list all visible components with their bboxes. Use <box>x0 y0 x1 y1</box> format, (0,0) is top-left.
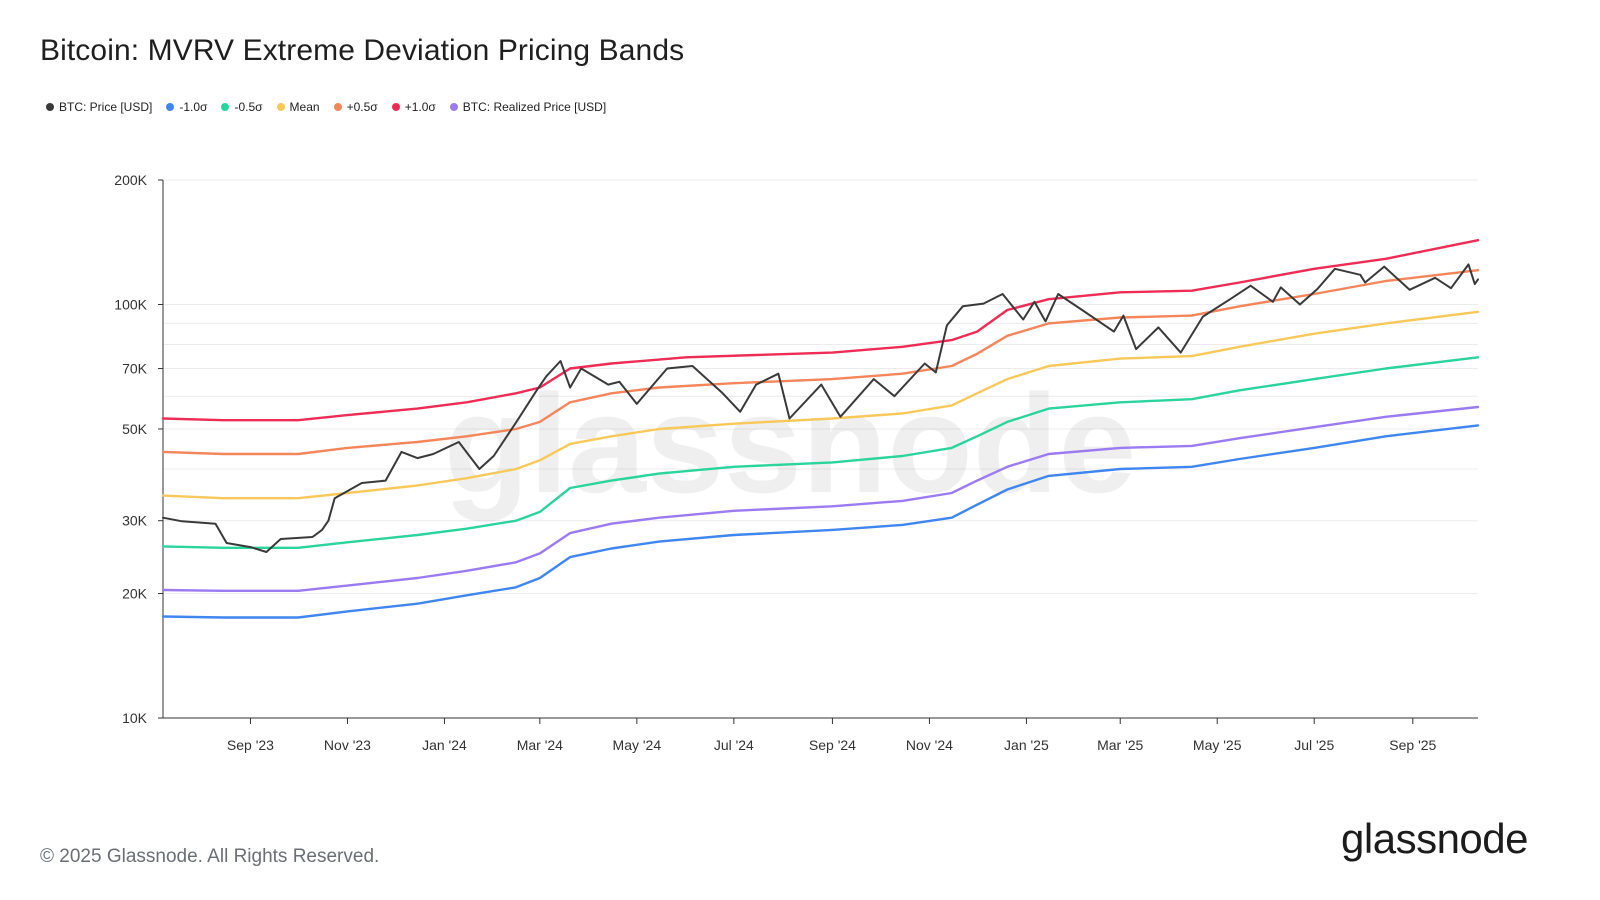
copyright-footer: © 2025 Glassnode. All Rights Reserved. <box>40 846 380 867</box>
glassnode-logo[interactable]: glassnode <box>1341 815 1528 862</box>
y-tick-label: 200K <box>114 172 147 188</box>
x-tick-label: Jul '25 <box>1294 737 1334 753</box>
legend-label-mean: Mean <box>289 100 320 114</box>
series-line-btc-price-usd[interactable] <box>162 263 1479 553</box>
legend: BTC: Price [USD] -1.0σ -0.5σ Mean +0.5σ … <box>46 100 606 114</box>
series-line-1-0[interactable] <box>161 238 1480 422</box>
x-tick-label: Sep '23 <box>227 737 274 753</box>
x-tick-label: Sep '25 <box>1389 737 1436 753</box>
legend-label-price: BTC: Price [USD] <box>59 100 153 114</box>
legend-dot-plus-1-sigma <box>391 103 400 111</box>
legend-label-plus-1-sigma: +1.0σ <box>404 100 436 114</box>
legend-label-minus-0-5-sigma: -0.5σ <box>234 100 263 114</box>
legend-item-minus-1-sigma[interactable]: -1.0σ <box>166 100 207 114</box>
x-tick-label: May '25 <box>1193 737 1242 753</box>
x-tick-label: Sep '24 <box>809 737 856 753</box>
legend-item-plus-0-5-sigma[interactable]: +0.5σ <box>333 100 378 114</box>
legend-item-plus-1-sigma[interactable]: +1.0σ <box>391 100 436 114</box>
series-line-1-0[interactable] <box>161 424 1480 619</box>
x-tick-label: Jan '25 <box>1004 737 1049 753</box>
series-lines <box>161 238 1480 619</box>
legend-dot-plus-0-5-sigma <box>333 103 342 111</box>
series-line-mean[interactable] <box>161 310 1480 500</box>
glassnode-watermark: glassnode <box>444 365 1136 522</box>
y-tick-label: 10K <box>122 710 148 726</box>
legend-item-realized-price[interactable]: BTC: Realized Price [USD] <box>449 100 607 114</box>
y-tick-label: 20K <box>122 586 148 602</box>
legend-label-plus-0-5-sigma: +0.5σ <box>346 100 378 114</box>
x-tick-label: Mar '25 <box>1097 737 1143 753</box>
legend-dot-minus-0-5-sigma <box>221 103 230 111</box>
x-tick-label: May '24 <box>613 737 662 753</box>
series-line-btc-realized-price-usd[interactable] <box>161 405 1480 592</box>
grid-lines <box>163 179 1478 595</box>
series-line-0-5[interactable] <box>161 356 1480 549</box>
legend-label-minus-1-sigma: -1.0σ <box>179 100 208 114</box>
x-tick-label: Jan '24 <box>422 737 467 753</box>
legend-dot-mean <box>276 103 285 111</box>
y-tick-label: 30K <box>122 513 148 529</box>
legend-dot-realized-price <box>449 103 458 111</box>
x-tick-label: Mar '24 <box>517 737 563 753</box>
y-tick-label: 100K <box>114 296 147 312</box>
x-tick-label: Nov '23 <box>324 737 371 753</box>
series-line-0-5[interactable] <box>161 269 1480 456</box>
x-tick-label: Nov '24 <box>906 737 953 753</box>
legend-item-minus-0-5-sigma[interactable]: -0.5σ <box>221 100 263 114</box>
y-tick-label: 70K <box>122 361 148 377</box>
legend-label-realized-price: BTC: Realized Price [USD] <box>462 100 607 114</box>
legend-item-price[interactable]: BTC: Price [USD] <box>46 100 152 114</box>
legend-dot-price <box>46 103 54 111</box>
y-tick-label: 50K <box>122 421 148 437</box>
axes: 10K 20K 30K 50K 70K 100K 200K Sep '23 Nov '23 Jan… <box>114 172 1478 753</box>
legend-dot-minus-1-sigma <box>166 103 175 111</box>
chart-title: Bitcoin: MVRV Extreme Deviation Pricing … <box>40 34 685 67</box>
x-tick-label: Jul '24 <box>714 737 754 753</box>
legend-item-mean[interactable]: Mean <box>276 100 320 114</box>
